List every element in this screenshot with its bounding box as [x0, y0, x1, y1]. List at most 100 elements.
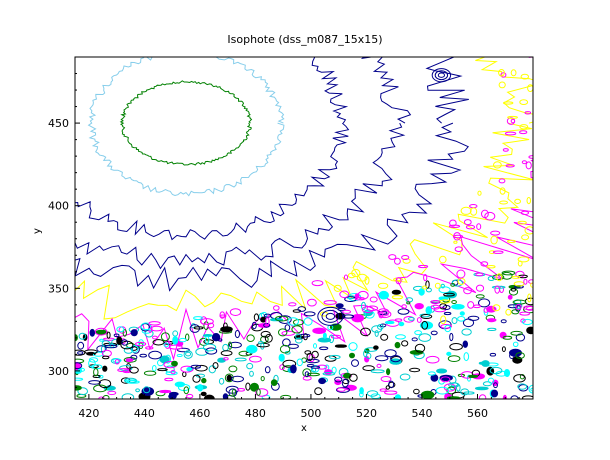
noise-contour [366, 305, 379, 312]
noise-contour [366, 390, 379, 397]
noise-contour [93, 384, 108, 393]
noise-contour [439, 255, 447, 264]
noise-contour [515, 352, 525, 359]
noise-contour [416, 317, 422, 323]
y-tick-label: 300 [48, 365, 69, 378]
noise-contour [374, 330, 379, 337]
noise-contour [295, 333, 302, 340]
noise-contour [463, 219, 472, 226]
noise-contour [527, 293, 532, 303]
x-tick-label: 560 [467, 407, 488, 420]
noise-contour [207, 322, 215, 329]
noise-contour [192, 374, 201, 383]
noise-contour [211, 333, 221, 342]
noise-contour [251, 321, 257, 330]
noise-contour [218, 377, 225, 385]
noise-contour [98, 374, 104, 379]
noise-contour [256, 388, 261, 396]
noise-contour [499, 285, 505, 293]
noise-contour [182, 371, 187, 378]
noise-contour [510, 287, 517, 292]
noise-contour [519, 311, 531, 316]
noise-contour [342, 309, 352, 314]
noise-contour [384, 349, 397, 358]
x-tick-label: 420 [78, 407, 99, 420]
noise-contour [297, 306, 307, 312]
noise-contour [203, 343, 217, 352]
noise-contour [220, 326, 233, 333]
noise-contour [463, 352, 470, 362]
noise-contour [152, 339, 165, 346]
noise-contour [394, 318, 403, 322]
noise-contour [414, 343, 426, 353]
blob-contour [434, 70, 449, 81]
noise-contour [288, 302, 297, 307]
x-tick-label: 540 [411, 407, 432, 420]
noise-contour [260, 335, 269, 344]
noise-contour [394, 257, 401, 265]
noise-contour [140, 322, 152, 331]
noise-contour [487, 377, 495, 384]
noise-contour [420, 390, 435, 399]
noise-contour [507, 239, 516, 243]
noise-contour [112, 358, 122, 363]
noise-contour [126, 380, 140, 384]
noise-contour [434, 282, 441, 289]
noise-contour [279, 364, 285, 371]
noise-contour [414, 330, 423, 336]
noise-contour [393, 277, 403, 282]
noise-contour [224, 373, 234, 383]
noise-contour [521, 160, 528, 165]
noise-contour [255, 388, 269, 397]
noise-contour [391, 295, 403, 300]
noise-contour [364, 310, 375, 319]
noise-contour [486, 305, 497, 313]
x-tick-label: 500 [300, 407, 321, 420]
noise-contour [164, 340, 171, 349]
noise-contour [361, 301, 366, 310]
noise-contour [322, 372, 336, 376]
noise-contour [200, 318, 214, 325]
noise-contour [311, 280, 324, 287]
noise-contour [369, 296, 378, 303]
noise-contour [482, 381, 492, 387]
noise-contour [231, 375, 244, 383]
noise-contour [524, 226, 533, 235]
noise-contour [107, 390, 117, 396]
noise-contour [75, 349, 86, 356]
noise-contour [93, 368, 99, 377]
noise-contour [499, 200, 509, 205]
noise-contour [163, 342, 169, 348]
noise-contour [489, 352, 497, 357]
noise-contour [423, 274, 428, 282]
noise-contour [292, 319, 305, 326]
noise-contour [139, 353, 147, 358]
noise-contour [378, 290, 389, 300]
noise-contour [78, 367, 85, 372]
y-axis: 300 350 400 450 [48, 73, 80, 388]
noise-contour [517, 256, 530, 263]
noise-contour [401, 304, 407, 309]
noise-contour [334, 344, 347, 348]
noise-contour [178, 337, 187, 343]
noise-contour [322, 332, 327, 339]
noise-contour [282, 338, 291, 347]
noise-contour [75, 385, 82, 391]
noise-contour [362, 365, 375, 372]
noise-contour [208, 365, 217, 374]
y-tick-label: 400 [48, 200, 69, 213]
noise-contour [263, 322, 271, 328]
noise-contour [384, 320, 395, 325]
contour-level-6 [75, 57, 533, 320]
noise-contour [330, 334, 342, 339]
noise-contour [152, 365, 157, 372]
noise-contour [228, 341, 242, 349]
noise-contour [160, 332, 170, 342]
noise-contour [375, 355, 389, 362]
noise-contour [195, 347, 209, 356]
noise-contour [508, 288, 519, 296]
noise-contour [164, 377, 174, 382]
noise-contour [418, 264, 429, 269]
noise-contour [504, 131, 517, 136]
contour-level-4 [75, 57, 412, 270]
